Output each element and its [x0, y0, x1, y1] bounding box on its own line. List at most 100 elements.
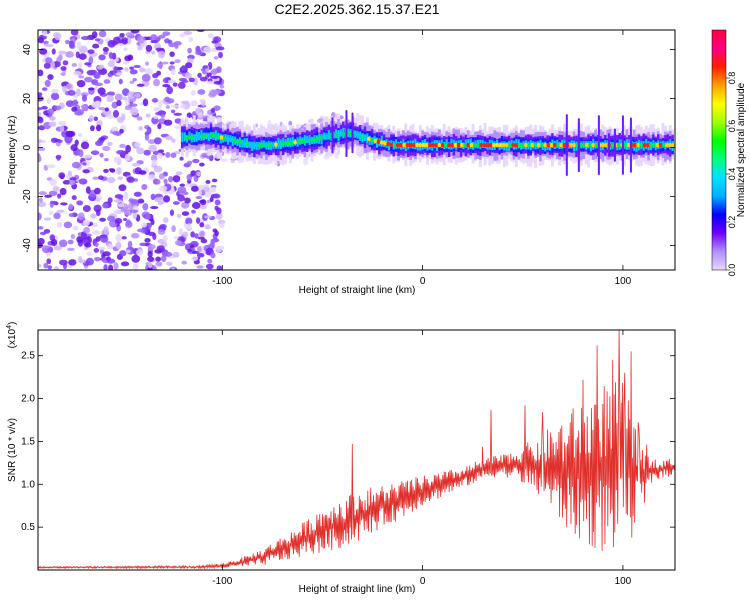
spectrogram-x-tick-label: 100	[615, 276, 632, 287]
noise-cell	[169, 61, 175, 65]
noise-cell	[75, 88, 81, 97]
noise-cell	[146, 126, 152, 135]
noise-cell	[117, 176, 124, 180]
noise-cell	[150, 34, 158, 42]
noise-cell	[44, 79, 51, 88]
noise-cell	[76, 200, 84, 206]
noise-cell	[125, 219, 131, 226]
spectrum-peak	[290, 140, 294, 145]
noise-cell	[50, 200, 59, 205]
noise-cell	[213, 105, 221, 111]
spectrum-peak	[322, 135, 326, 140]
noise-cell	[46, 258, 52, 265]
noise-cell	[173, 235, 179, 240]
noise-cell	[77, 133, 83, 137]
spectrum-peak	[229, 137, 233, 143]
spectrum-peak	[315, 136, 320, 142]
noise-cell	[214, 246, 222, 253]
noise-cell	[171, 225, 176, 233]
spectrum-peak	[428, 143, 432, 148]
noise-cell	[94, 256, 101, 262]
noise-cell	[207, 33, 214, 39]
noise-cell	[57, 193, 62, 199]
noise-cell	[118, 184, 127, 192]
spectrum-peak	[325, 134, 330, 139]
spectrum-peak	[376, 139, 381, 144]
noise-cell	[45, 57, 53, 64]
noise-cell	[113, 66, 118, 74]
spectrum-peak	[402, 143, 406, 148]
noise-cell	[59, 187, 67, 196]
noise-cell	[65, 83, 72, 89]
noise-cell	[80, 104, 87, 110]
noise-cell	[151, 159, 158, 166]
spectrum-cell	[414, 138, 417, 150]
noise-cell	[187, 160, 193, 165]
noise-cell	[114, 93, 123, 101]
noise-cell	[210, 107, 215, 113]
noise-cell	[210, 240, 215, 248]
noise-cell	[117, 203, 125, 208]
noise-cell	[190, 231, 195, 238]
noise-cell	[38, 191, 47, 196]
colorbar-label: Normalized spectral amplitude	[736, 82, 747, 217]
spectrum-peak	[524, 143, 528, 148]
noise-cell	[196, 30, 205, 33]
spectrum-peak	[585, 143, 589, 148]
noise-cell	[53, 105, 62, 111]
noise-cell	[167, 79, 177, 84]
noise-cell	[157, 201, 163, 206]
spectrum-peak	[251, 143, 256, 148]
spectrum-cell	[404, 141, 407, 152]
spectrum-peak	[668, 143, 672, 148]
noise-cell	[203, 46, 212, 54]
spectrum-peak	[556, 143, 560, 148]
noise-cell	[108, 52, 114, 59]
noise-cell	[47, 265, 53, 270]
snr-x-tick-label: -100	[212, 576, 232, 587]
noise-cell	[163, 195, 171, 203]
noise-cell	[186, 173, 193, 181]
noise-cell	[64, 135, 73, 144]
spectrum-peak	[258, 143, 262, 148]
noise-cell	[176, 213, 182, 218]
noise-cell	[98, 30, 107, 38]
noise-cell	[109, 168, 116, 173]
noise-cell	[199, 230, 205, 238]
spectrum-peak	[488, 143, 493, 148]
noise-cell	[152, 178, 161, 185]
spectrum-peak	[479, 143, 483, 148]
colorbar-scale	[711, 29, 727, 271]
snr-exponent-power: 4	[6, 325, 13, 329]
noise-cell	[165, 152, 171, 158]
spectrum-peak	[395, 143, 400, 148]
noise-cell	[86, 251, 93, 256]
spectrum-peak	[200, 134, 205, 139]
noise-cell	[147, 262, 153, 269]
spectrum-peak	[610, 143, 615, 148]
noise-cell	[150, 193, 156, 201]
spectrum-peak	[645, 143, 650, 148]
noise-cell	[90, 150, 100, 156]
noise-cell	[113, 156, 122, 164]
snr-y-label: SNR (10 * v/v)	[7, 418, 18, 482]
noise-cell	[108, 264, 114, 270]
noise-cell	[98, 106, 106, 111]
noise-cell	[134, 142, 141, 148]
noise-cell	[170, 104, 179, 108]
noise-cell	[78, 53, 87, 60]
spectrum-peak	[546, 143, 551, 148]
noise-cell	[199, 76, 208, 82]
noise-cell	[196, 217, 201, 224]
noise-cell	[102, 145, 111, 152]
noise-cell	[147, 174, 156, 181]
spectrum-peak	[248, 142, 253, 147]
noise-cell	[43, 62, 51, 69]
noise-cell	[214, 199, 221, 206]
spectrum-peak	[306, 138, 310, 143]
noise-cell	[140, 222, 147, 228]
spectrum-peak	[492, 143, 496, 148]
noise-cell	[78, 178, 88, 185]
noise-cell	[121, 37, 128, 42]
noise-cell	[38, 263, 42, 269]
